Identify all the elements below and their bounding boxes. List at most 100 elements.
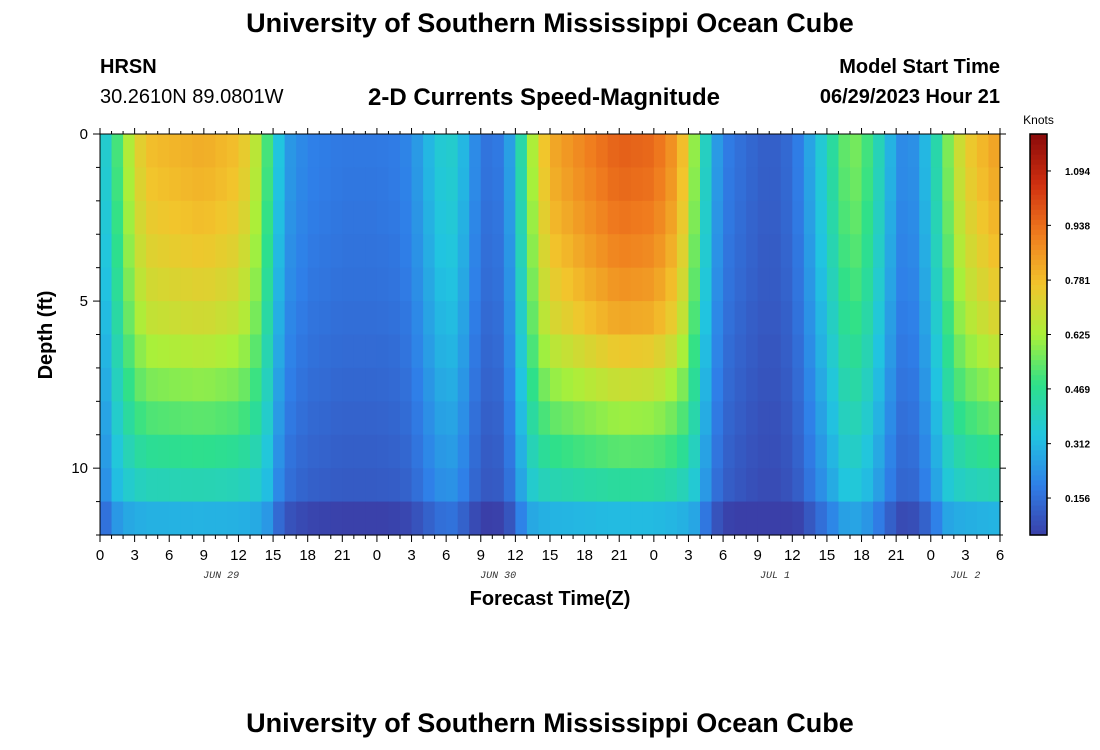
heatmap-cell: [665, 434, 678, 469]
heatmap-cell: [238, 334, 251, 369]
heatmap-cell: [538, 134, 551, 169]
heatmap-cell: [942, 401, 955, 436]
heatmap-cell: [584, 401, 597, 436]
heatmap-cell: [376, 367, 390, 402]
heatmap-cell: [353, 367, 366, 402]
heatmap-cell: [192, 468, 205, 503]
heatmap-cell: [192, 334, 205, 369]
heatmap-cell: [134, 434, 147, 469]
heatmap-cell: [838, 167, 851, 202]
heatmap-cell: [319, 200, 332, 235]
heatmap-cell: [538, 401, 551, 436]
heatmap-cell: [296, 501, 309, 536]
heatmap-cell: [907, 167, 920, 202]
heatmap-cell: [873, 234, 886, 269]
heatmap-cell: [203, 434, 216, 469]
heatmap-cell: [215, 267, 228, 302]
heatmap-cell: [619, 401, 632, 436]
heatmap-cell: [469, 134, 482, 169]
heatmap-cell: [907, 367, 920, 402]
x-tick-label: 0: [96, 547, 104, 564]
plot-title: 2-D Currents Speed-Magnitude: [368, 84, 721, 111]
heatmap-cell: [319, 334, 332, 369]
heatmap-cell: [746, 334, 759, 369]
y-axis: 0 5 10: [71, 126, 1006, 536]
footer-title: University of Southern Mississippi Ocean…: [246, 708, 854, 738]
heatmap-cell: [423, 134, 436, 169]
heatmap-cell: [515, 301, 528, 336]
heatmap-cell: [550, 468, 563, 503]
heatmap-cell: [884, 401, 897, 436]
heatmap-cell: [676, 234, 690, 269]
heatmap-cell: [411, 234, 424, 269]
heatmap-cell: [619, 134, 632, 169]
heatmap-cell: [734, 134, 747, 169]
heatmap-cell: [942, 200, 955, 235]
heatmap-cell: [584, 334, 597, 369]
x-tick-label: 6: [442, 547, 450, 564]
heatmap-cell: [734, 401, 747, 436]
x-tick-label: 6: [719, 547, 727, 564]
heatmap-cell: [734, 200, 747, 235]
heatmap-cell: [873, 267, 886, 302]
heatmap-cell: [953, 401, 966, 436]
heatmap-cell: [953, 267, 966, 302]
heatmap-cell: [400, 267, 413, 302]
heatmap-cell: [873, 301, 886, 336]
heatmap-cell: [250, 134, 263, 169]
heatmap-cell: [100, 234, 113, 269]
colorbar-segment: [1030, 524, 1047, 531]
heatmap-cell: [953, 501, 966, 536]
heatmap-cell: [469, 200, 482, 235]
heatmap-cell: [573, 434, 586, 469]
heatmap-cell: [596, 334, 609, 369]
heatmap-cell: [965, 434, 978, 469]
heatmap-cell: [711, 434, 724, 469]
heatmap-cell: [642, 234, 655, 269]
heatmap-cell: [365, 334, 378, 369]
heatmap-cell: [146, 134, 159, 169]
heatmap-cell: [400, 167, 413, 202]
heatmap-cell: [503, 334, 516, 369]
heatmap-cell: [630, 267, 643, 302]
colorbar-segment: [1030, 464, 1047, 471]
heatmap-cell: [746, 501, 759, 536]
heatmap-cell: [792, 401, 805, 436]
heatmap-cell: [284, 301, 297, 336]
heatmap-cell: [665, 134, 678, 169]
heatmap-cell: [965, 167, 978, 202]
heatmap-cell: [676, 167, 690, 202]
heatmap-cell: [365, 468, 378, 503]
heatmap-cell: [780, 334, 793, 369]
heatmap-cell: [688, 167, 701, 202]
colorbar-segment: [1030, 454, 1047, 461]
heatmap-cell: [653, 367, 666, 402]
heatmap-cell: [434, 301, 447, 336]
heatmap-cell: [226, 134, 240, 169]
heatmap-cells: [100, 134, 1001, 536]
heatmap-cell: [146, 301, 159, 336]
heatmap-cell: [803, 301, 816, 336]
heatmap-cell: [919, 468, 932, 503]
heatmap-cell: [838, 200, 851, 235]
heatmap-cell: [711, 134, 724, 169]
heatmap-cell: [100, 200, 113, 235]
heatmap-cell: [676, 468, 690, 503]
heatmap-cell: [353, 401, 366, 436]
heatmap-cell: [850, 434, 863, 469]
heatmap-cell: [873, 468, 886, 503]
heatmap-cell: [919, 134, 932, 169]
heatmap-cell: [896, 334, 909, 369]
heatmap-cell: [226, 401, 240, 436]
heatmap-cell: [896, 401, 909, 436]
heatmap-cell: [884, 200, 897, 235]
heatmap-cell: [665, 267, 678, 302]
heatmap-cell: [434, 334, 447, 369]
heatmap-cell: [573, 200, 586, 235]
heatmap-cell: [203, 134, 216, 169]
heatmap-cell: [492, 434, 505, 469]
heatmap-cell: [561, 234, 574, 269]
heatmap-cell: [965, 134, 978, 169]
colorbar-segment: [1030, 269, 1047, 275]
heatmap-cell: [215, 468, 228, 503]
